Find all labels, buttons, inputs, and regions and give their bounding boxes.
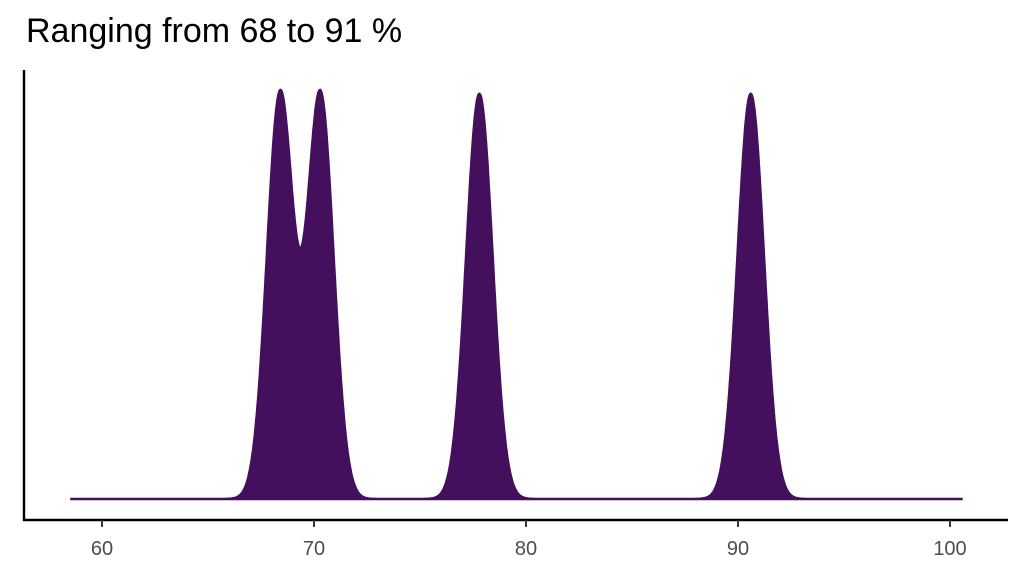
x-tick-label: 100 — [933, 538, 966, 560]
x-tick-label: 60 — [91, 538, 113, 560]
x-tick-label: 80 — [515, 538, 537, 560]
x-axis-ticks: 60 70 80 90 100 — [91, 520, 967, 560]
x-tick-label: 90 — [727, 538, 749, 560]
density-area — [70, 88, 963, 501]
x-tick-label: 70 — [303, 538, 325, 560]
chart-title: Ranging from 68 to 91 % — [26, 12, 403, 50]
